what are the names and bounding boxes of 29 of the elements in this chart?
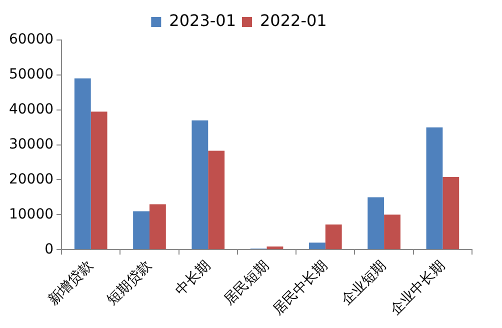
bar xyxy=(192,120,208,250)
y-tick-label: 10000 xyxy=(8,206,54,222)
y-tick-label: 40000 xyxy=(8,102,54,118)
bar xyxy=(74,78,91,250)
x-tick-label: 中长期 xyxy=(172,258,214,299)
x-tick-label: 企业短期 xyxy=(338,258,390,309)
y-tick-label: 20000 xyxy=(8,171,54,188)
legend-label: 2023-01 xyxy=(169,11,236,30)
bar xyxy=(149,204,166,250)
bar xyxy=(90,112,108,250)
y-tick-label: 0 xyxy=(44,241,54,258)
bar xyxy=(384,214,400,250)
legend-label: 2022-01 xyxy=(260,11,327,30)
bar xyxy=(133,211,150,250)
y-tick-label: 30000 xyxy=(8,136,54,152)
bar xyxy=(426,127,443,250)
bar xyxy=(442,176,460,250)
bar xyxy=(368,197,384,250)
x-tick-label: 新增贷款 xyxy=(45,258,96,309)
bar xyxy=(208,150,225,250)
bar xyxy=(308,242,326,250)
x-tick-label: 居民中长期 xyxy=(270,258,331,318)
y-tick-label: 50000 xyxy=(8,66,54,83)
x-tick-label: 短期贷款 xyxy=(104,258,155,309)
bar xyxy=(266,246,284,250)
y-tick-label: 60000 xyxy=(8,32,54,48)
x-tick-label: 企业中长期 xyxy=(387,258,448,318)
bar xyxy=(325,224,342,250)
x-tick-label: 居民短期 xyxy=(221,258,272,309)
